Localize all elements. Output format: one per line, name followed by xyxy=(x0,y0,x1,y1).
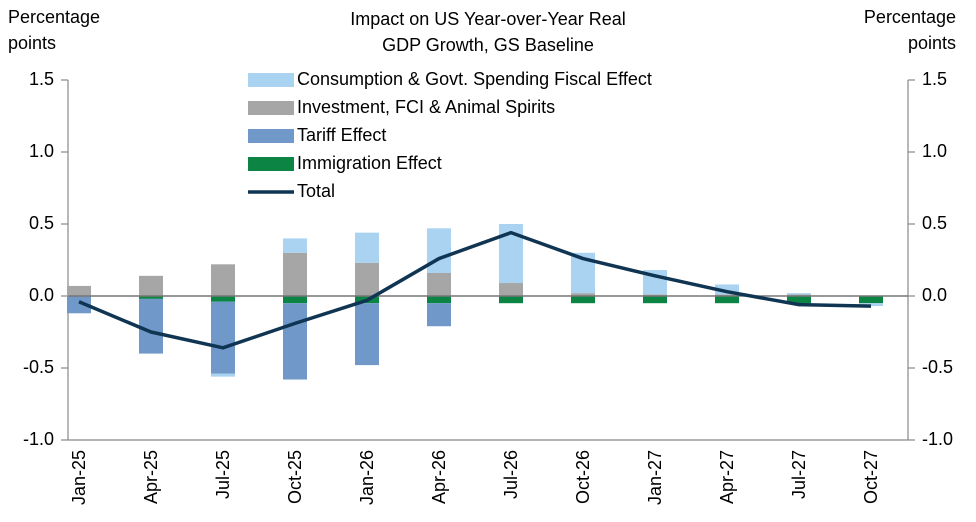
bar-segment xyxy=(787,293,811,295)
y-axis-label: points xyxy=(8,33,56,53)
x-tick-label: Apr-25 xyxy=(141,450,161,504)
legend-label: Tariff Effect xyxy=(297,125,386,145)
legend-label: Total xyxy=(297,181,335,201)
y-tick-label: -1.0 xyxy=(23,429,54,449)
bar-segment xyxy=(859,296,883,304)
bar-segment xyxy=(427,303,451,327)
x-tick-label: Jan-27 xyxy=(645,450,665,505)
bar-segment xyxy=(139,275,163,296)
bar-segment xyxy=(499,283,523,296)
y2-tick-label: -1.0 xyxy=(922,429,953,449)
x-tick-label: Jul-25 xyxy=(213,450,233,499)
legend-swatch xyxy=(248,73,294,87)
x-tick-label: Apr-26 xyxy=(429,450,449,504)
bar-segment xyxy=(787,296,811,304)
bar-segment xyxy=(427,228,451,273)
x-tick-label: Jan-26 xyxy=(357,450,377,505)
bar-segment xyxy=(715,296,739,304)
x-tick-label: Oct-26 xyxy=(573,450,593,504)
y-tick-label: -0.5 xyxy=(23,357,54,377)
bar-segment xyxy=(139,296,163,299)
y-axis-label: Percentage xyxy=(8,7,100,27)
x-tick-label: Apr-27 xyxy=(717,450,737,504)
y2-axis-label: points xyxy=(908,33,956,53)
bar-segment xyxy=(499,296,523,304)
legend-swatch xyxy=(248,157,294,171)
bar-segment xyxy=(715,284,739,295)
legend-label: Immigration Effect xyxy=(297,153,442,173)
y-tick-label: 0.0 xyxy=(29,285,54,305)
bar-segment xyxy=(139,298,163,354)
x-tick-label: Oct-27 xyxy=(861,450,881,504)
bar-segment xyxy=(427,272,451,296)
bar-segment xyxy=(355,303,379,366)
legend-label: Investment, FCI & Animal Spirits xyxy=(297,97,555,117)
x-tick-label: Jan-25 xyxy=(69,450,89,505)
legend-swatch xyxy=(248,101,294,115)
y2-tick-label: 1.5 xyxy=(922,69,947,89)
y2-axis-label: Percentage xyxy=(864,7,956,27)
bar-segment xyxy=(67,296,91,314)
y-tick-label: 0.5 xyxy=(29,213,54,233)
bar-segment xyxy=(571,293,595,296)
bar-segment xyxy=(427,296,451,304)
y2-tick-label: 1.0 xyxy=(922,141,947,161)
legend-label: Consumption & Govt. Spending Fiscal Effe… xyxy=(297,69,652,89)
bar-segment xyxy=(643,296,667,304)
chart-title: Impact on US Year-over-Year Real xyxy=(350,9,625,29)
bar-segment xyxy=(67,285,91,296)
bar-segment xyxy=(571,296,595,304)
bar-segment xyxy=(211,301,235,374)
bar-segment xyxy=(283,238,307,253)
bar-segment xyxy=(211,373,235,377)
y-tick-label: 1.0 xyxy=(29,141,54,161)
y2-tick-label: 0.0 xyxy=(922,285,947,305)
total-line xyxy=(78,230,872,350)
bar-segment xyxy=(211,264,235,296)
bar-segment xyxy=(283,303,307,380)
y2-tick-label: 0.5 xyxy=(922,213,947,233)
chart-title: GDP Growth, GS Baseline xyxy=(382,35,594,55)
x-tick-label: Oct-25 xyxy=(285,450,305,504)
bar-segment xyxy=(283,296,307,304)
bar-segment xyxy=(355,262,379,296)
legend-swatch xyxy=(248,129,294,143)
bar-segment xyxy=(211,296,235,302)
x-tick-label: Jul-27 xyxy=(789,450,809,499)
bar-segment xyxy=(355,232,379,263)
bar-segment xyxy=(283,252,307,296)
y-tick-label: 1.5 xyxy=(29,69,54,89)
x-tick-label: Jul-26 xyxy=(501,450,521,499)
y2-tick-label: -0.5 xyxy=(922,357,953,377)
